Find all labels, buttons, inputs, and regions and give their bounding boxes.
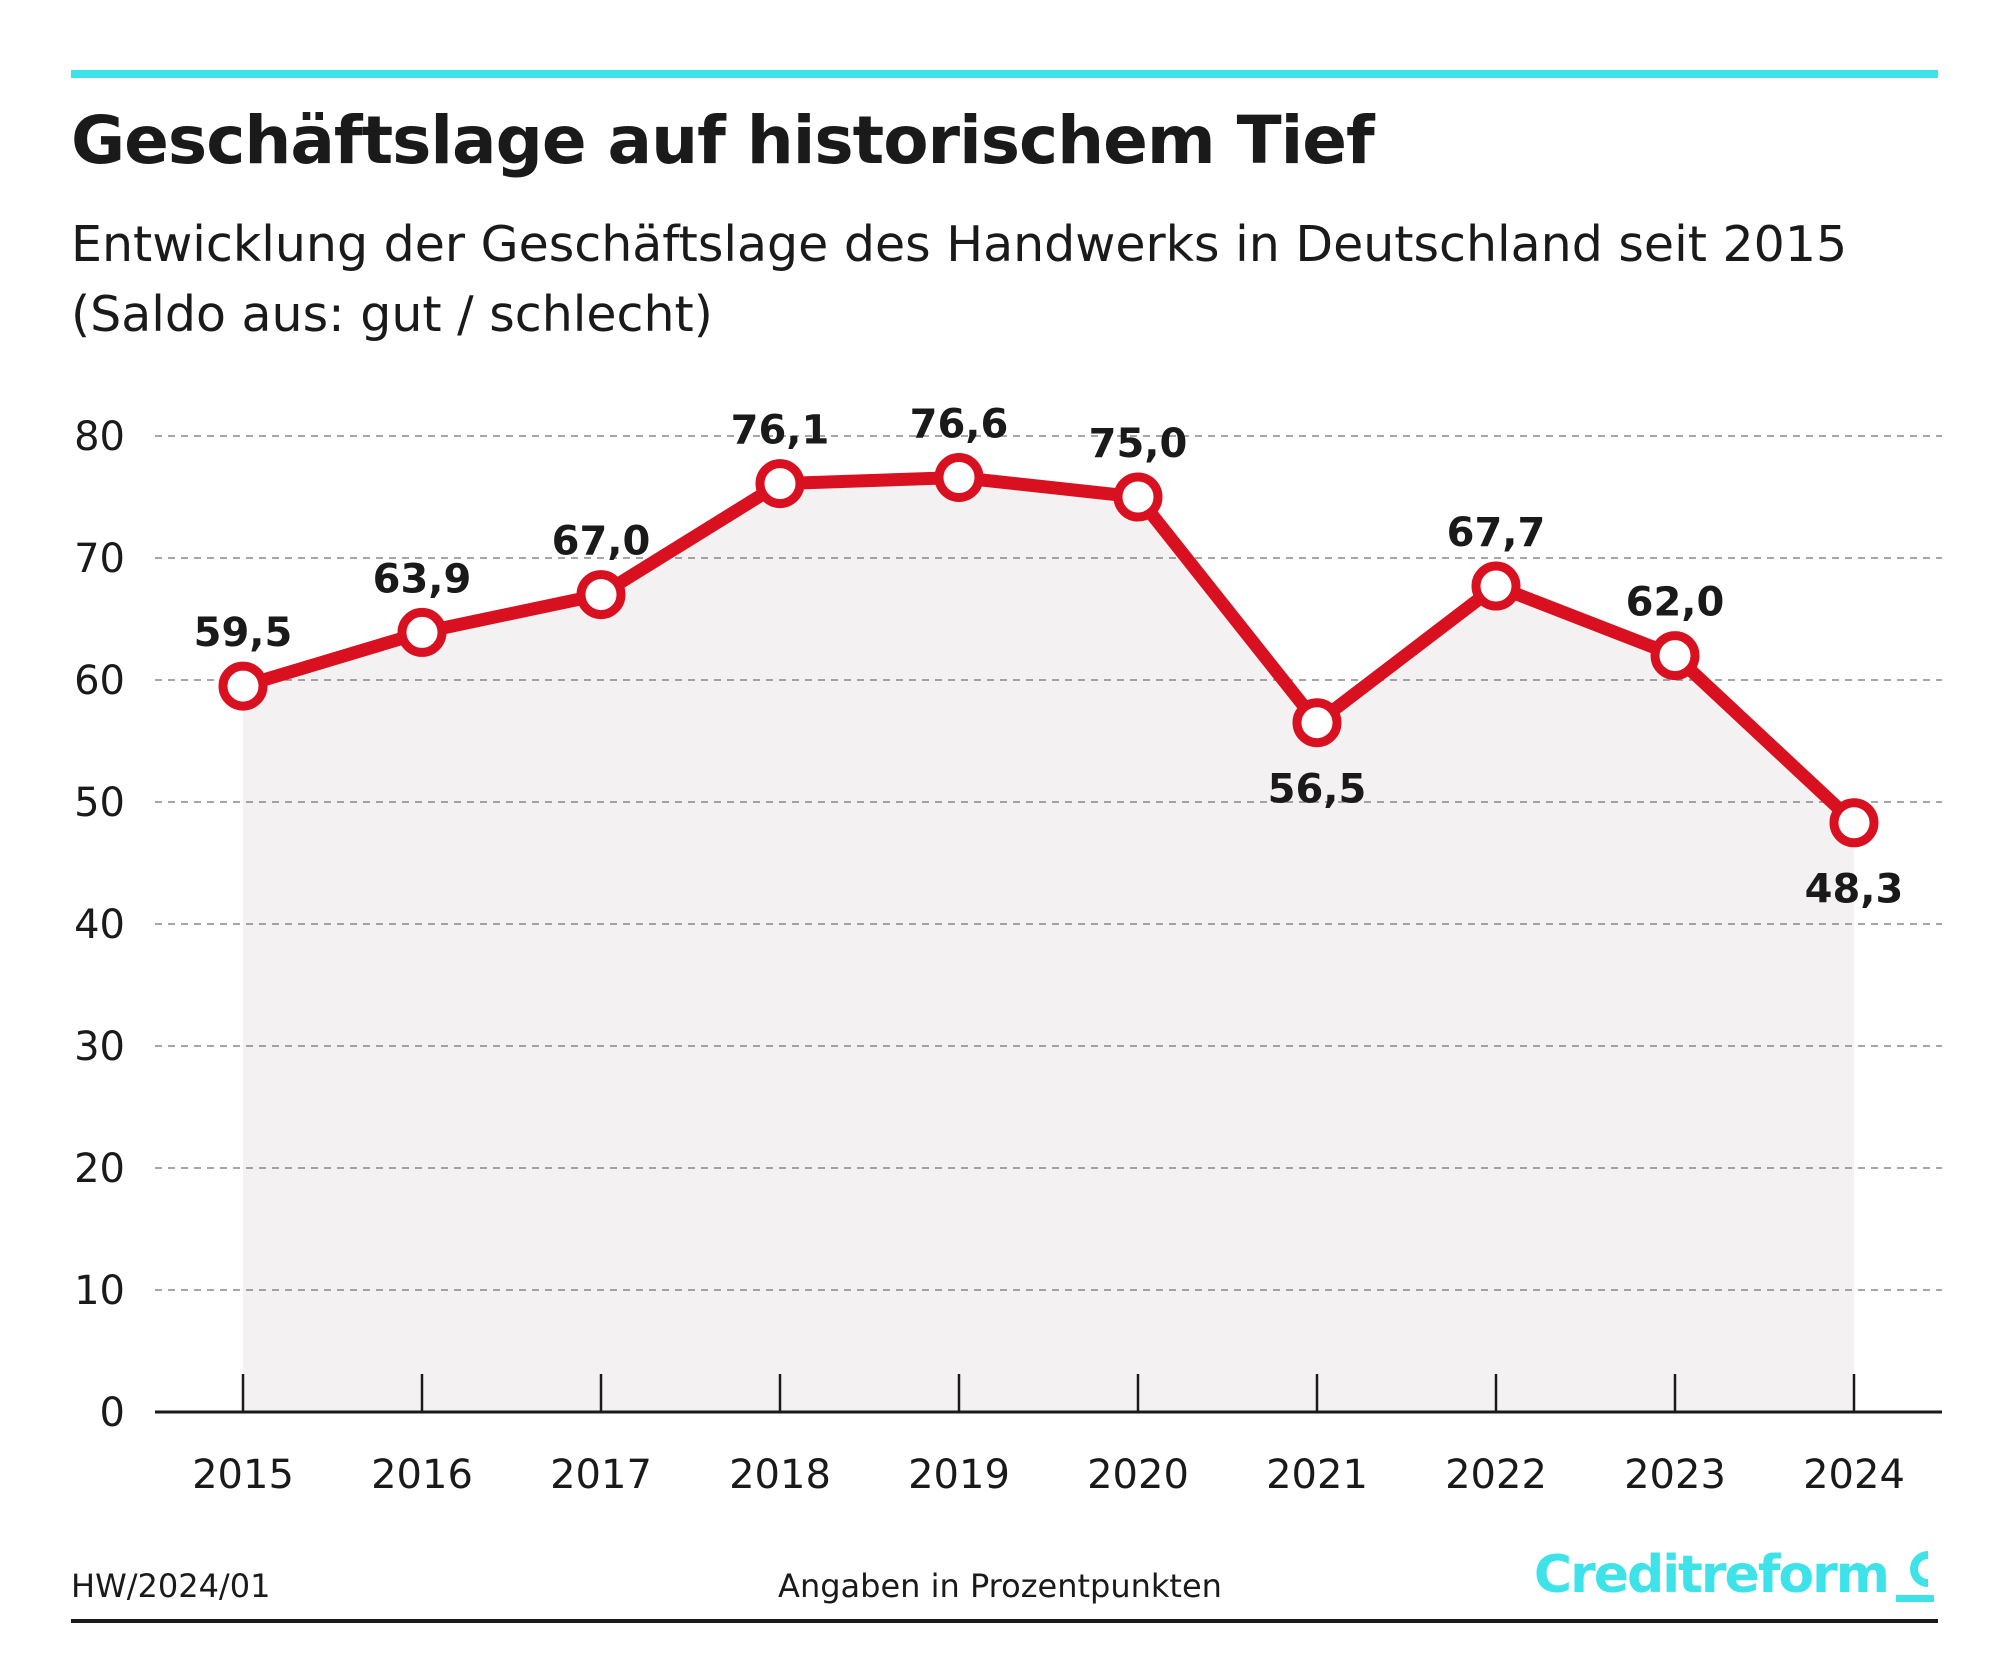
data-label: 56,5 [1268,767,1367,813]
y-tick-label: 30 [74,1024,125,1070]
subtitle-line-1: Entwicklung der Geschäftslage des Handwe… [71,216,1848,273]
data-label: 63,9 [373,556,472,602]
x-axis-labels: 2015 2016 2017 2018 2019 2020 2021 2022 2023 2024 [192,1452,1905,1498]
data-label: 76,1 [731,408,830,454]
area-fill [243,477,1854,1413]
data-point [934,452,984,502]
x-tick-label: 2020 [1087,1452,1189,1498]
y-tick-label: 0 [100,1390,125,1436]
series-line-path [236,470,1861,830]
unit-note: Angaben in Prozentpunkten [778,1567,1222,1605]
bottom-rule [71,1619,1938,1623]
y-tick-label: 80 [74,414,125,460]
data-point [397,607,447,657]
data-point [1471,561,1521,611]
y-tick-label: 10 [74,1268,125,1314]
x-axis [155,1374,1942,1414]
x-tick-label: 2022 [1445,1452,1547,1498]
accent-bar [71,70,1938,78]
x-tick-label: 2023 [1624,1452,1726,1498]
data-point [576,570,626,620]
x-tick-label: 2016 [371,1452,473,1498]
subtitle-line-2: (Saldo aus: gut / schlecht) [71,286,713,343]
logo-mark-icon [1896,1551,1934,1602]
data-label: 75,0 [1089,421,1188,467]
x-tick-label: 2021 [1266,1452,1368,1498]
data-points [218,452,1879,848]
data-point [1829,798,1879,848]
data-labels: 59,5 63,9 67,0 76,1 76,6 75,0 56,5 67,7 62,0 48,3 [194,401,1904,912]
data-point [1650,631,1700,681]
data-label: 62,0 [1626,580,1725,626]
x-tick-label: 2019 [908,1452,1010,1498]
logo-text: Creditreform [1533,1545,1890,1605]
data-point [755,459,805,509]
x-tick-label: 2024 [1803,1452,1905,1498]
creditreform-logo: Creditreform [1534,1545,1938,1607]
y-tick-label: 70 [74,536,125,582]
y-tick-label: 50 [74,780,125,826]
y-tick-label: 60 [74,658,125,704]
data-label: 67,0 [552,519,651,565]
chart-subtitle: Entwicklung der Geschäftslage des Handwe… [71,210,1951,350]
data-label: 59,5 [194,610,293,656]
background-area [243,477,1854,1413]
source-code: HW/2024/01 [71,1567,271,1605]
data-point [1113,472,1163,522]
y-tick-label: 40 [74,902,125,948]
x-tick-label: 2015 [192,1452,294,1498]
data-label: 76,6 [910,401,1009,447]
data-label: 48,3 [1805,867,1904,913]
series-line [236,470,1861,830]
y-tick-label: 20 [74,1146,125,1192]
data-point [218,661,268,711]
data-label: 67,7 [1447,510,1546,556]
x-tick-label: 2017 [550,1452,652,1498]
y-axis-labels: 0 10 20 30 40 50 60 70 80 [74,414,125,1436]
x-tick-label: 2018 [729,1452,831,1498]
data-point [1292,698,1342,748]
chart-title: Geschäftslage auf historischem Tief [71,102,1375,179]
